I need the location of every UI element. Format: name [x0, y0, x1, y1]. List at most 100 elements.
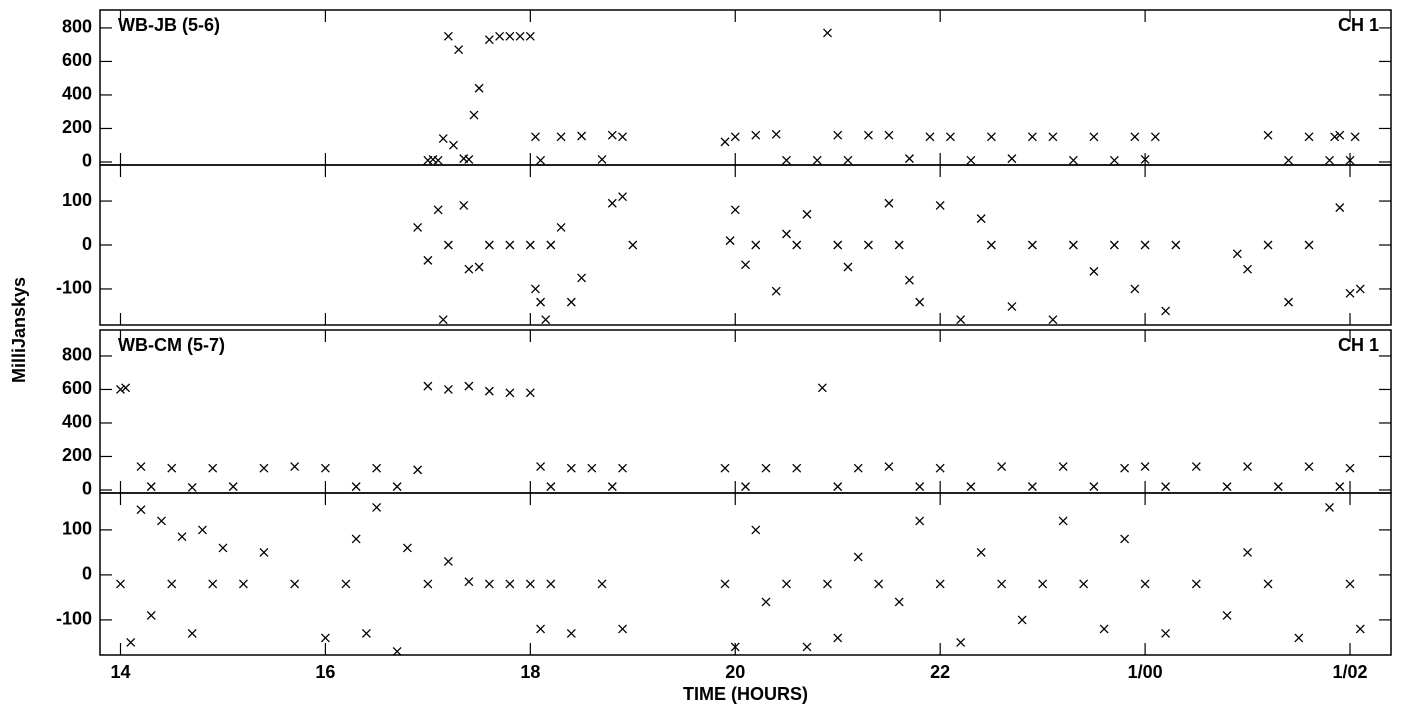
data-point [577, 273, 587, 283]
data-point [976, 547, 986, 557]
panel-frame [99, 9, 1392, 166]
data-point [136, 462, 146, 471]
data-point [433, 155, 443, 165]
data-point [495, 31, 505, 41]
data-point [843, 155, 853, 165]
data-point [618, 132, 628, 142]
data-point [1017, 615, 1027, 625]
data-point [1243, 264, 1253, 274]
data-point [126, 637, 136, 647]
data-point [1079, 579, 1089, 589]
y-tick-label: -100 [56, 609, 92, 629]
data-point [817, 383, 827, 393]
data-point [863, 240, 873, 250]
data-point [290, 462, 300, 471]
data-point [505, 388, 515, 398]
data-point [1243, 462, 1253, 471]
data-point [413, 222, 423, 232]
data-point [1304, 462, 1314, 471]
data-point [546, 240, 556, 250]
data-point [1109, 155, 1119, 165]
data-point [730, 642, 740, 652]
data-point [423, 381, 433, 391]
data-point [915, 297, 925, 307]
data-point [1068, 155, 1078, 165]
panel-title: WB-JB (5-6) [118, 15, 220, 35]
data-point [515, 31, 525, 41]
data-point [1109, 240, 1119, 250]
data-point [484, 240, 494, 250]
data-point [474, 262, 484, 272]
data-point [720, 579, 730, 589]
data-point [1243, 547, 1253, 557]
x-tick-label: 1/00 [1128, 662, 1163, 682]
data-point [782, 579, 791, 589]
data-point [1284, 297, 1293, 307]
data-point [956, 637, 966, 647]
data-point [587, 463, 597, 473]
data-point [1140, 155, 1150, 164]
data-point [1068, 240, 1078, 250]
y-tick-label: 100 [62, 519, 92, 539]
y-tick-label: 0 [82, 234, 92, 254]
data-point [438, 315, 448, 325]
data-point [116, 385, 125, 394]
data-point [1161, 482, 1171, 492]
data-point [1330, 132, 1340, 142]
data-point [443, 31, 453, 41]
data-point [1335, 203, 1345, 213]
data-point [1355, 624, 1365, 634]
data-point [833, 633, 843, 643]
channel-label: CH 1 [1338, 15, 1379, 35]
data-point [443, 385, 453, 394]
data-point [1150, 132, 1160, 142]
data-point [530, 132, 540, 142]
data-point [198, 525, 207, 535]
data-point [1304, 240, 1314, 250]
channel-label: CH 1 [1338, 335, 1379, 355]
data-point [402, 543, 412, 553]
data-point [1345, 579, 1355, 589]
data-point [167, 579, 177, 589]
data-point [771, 129, 781, 139]
data-point [1345, 155, 1355, 165]
data-point [597, 579, 607, 589]
data-point [720, 137, 730, 147]
data-point [1263, 579, 1273, 589]
data-point [894, 597, 904, 607]
data-point [525, 31, 535, 41]
x-tick-label: 14 [110, 662, 130, 682]
data-point [1294, 633, 1304, 643]
data-point [935, 579, 945, 589]
data-point [853, 463, 863, 473]
data-point [1007, 154, 1017, 164]
data-point [1335, 482, 1345, 492]
data-point [1222, 610, 1232, 620]
data-point [566, 628, 576, 638]
y-tick-label: 100 [62, 190, 92, 210]
data-point [1027, 132, 1037, 142]
data-point [741, 482, 750, 492]
data-point [546, 579, 556, 589]
x-axis-label: TIME (HOURS) [683, 684, 808, 704]
data-point [607, 198, 617, 208]
x-tick-label: 1/02 [1332, 662, 1367, 682]
data-point [802, 642, 812, 652]
data-point [884, 130, 894, 140]
y-tick-label: 200 [62, 445, 92, 465]
data-point [341, 579, 351, 589]
data-point [566, 297, 576, 307]
data-point [121, 383, 131, 393]
data-point [823, 579, 832, 589]
data-point [351, 534, 361, 544]
data-point [618, 463, 628, 473]
data-point [505, 31, 515, 41]
data-point [863, 130, 873, 140]
data-point [530, 284, 540, 294]
data-point [1130, 284, 1140, 294]
data-point [541, 315, 551, 325]
data-point [915, 482, 925, 492]
data-point [725, 236, 735, 246]
data-point [208, 463, 218, 473]
y-tick-label: 0 [82, 564, 92, 584]
